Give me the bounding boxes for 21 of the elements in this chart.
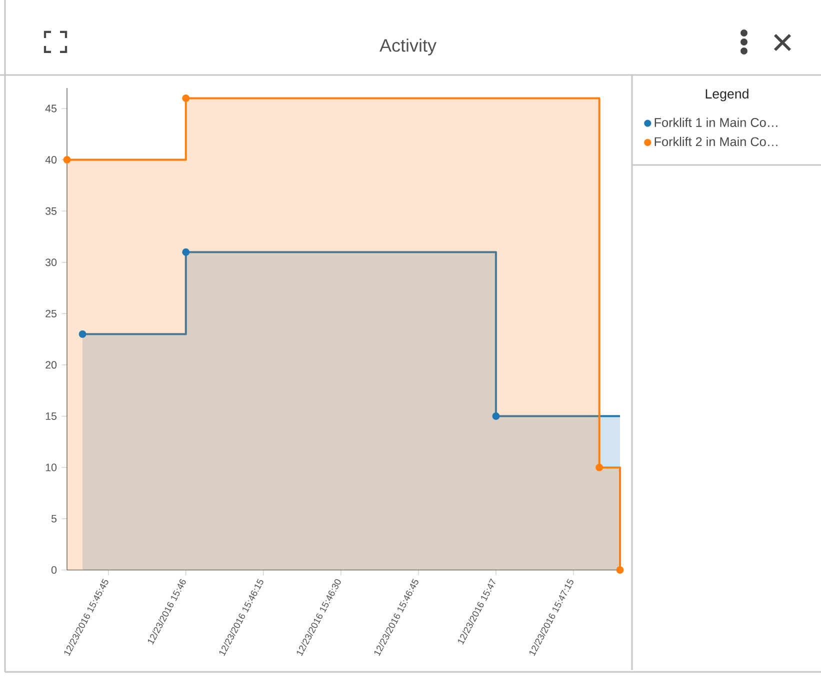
point — [182, 94, 190, 102]
y-tick-label: 5 — [51, 514, 57, 522]
y-tick-label: 0 — [51, 566, 57, 574]
point — [492, 412, 500, 420]
y-tick-label: 20 — [46, 361, 57, 369]
y-tick-label: 30 — [46, 258, 57, 266]
point — [78, 330, 86, 338]
y-tick-label: 40 — [45, 156, 57, 164]
point — [596, 464, 604, 472]
point — [63, 156, 71, 164]
chart-title: Activity — [380, 38, 436, 56]
y-tick-label: 25 — [46, 310, 57, 318]
legend-label: Forklift 2 in Main Co… — [654, 136, 778, 146]
point — [182, 248, 190, 256]
y-tick-label: 10 — [46, 464, 57, 472]
point — [616, 566, 624, 574]
legend-label: Forklift 1 in Main Co… — [654, 118, 778, 128]
y-tick-label: 45 — [45, 104, 57, 112]
y-tick-label: 15 — [46, 412, 57, 420]
legend-title: Legend — [706, 88, 748, 102]
y-tick-label: 35 — [46, 207, 57, 215]
